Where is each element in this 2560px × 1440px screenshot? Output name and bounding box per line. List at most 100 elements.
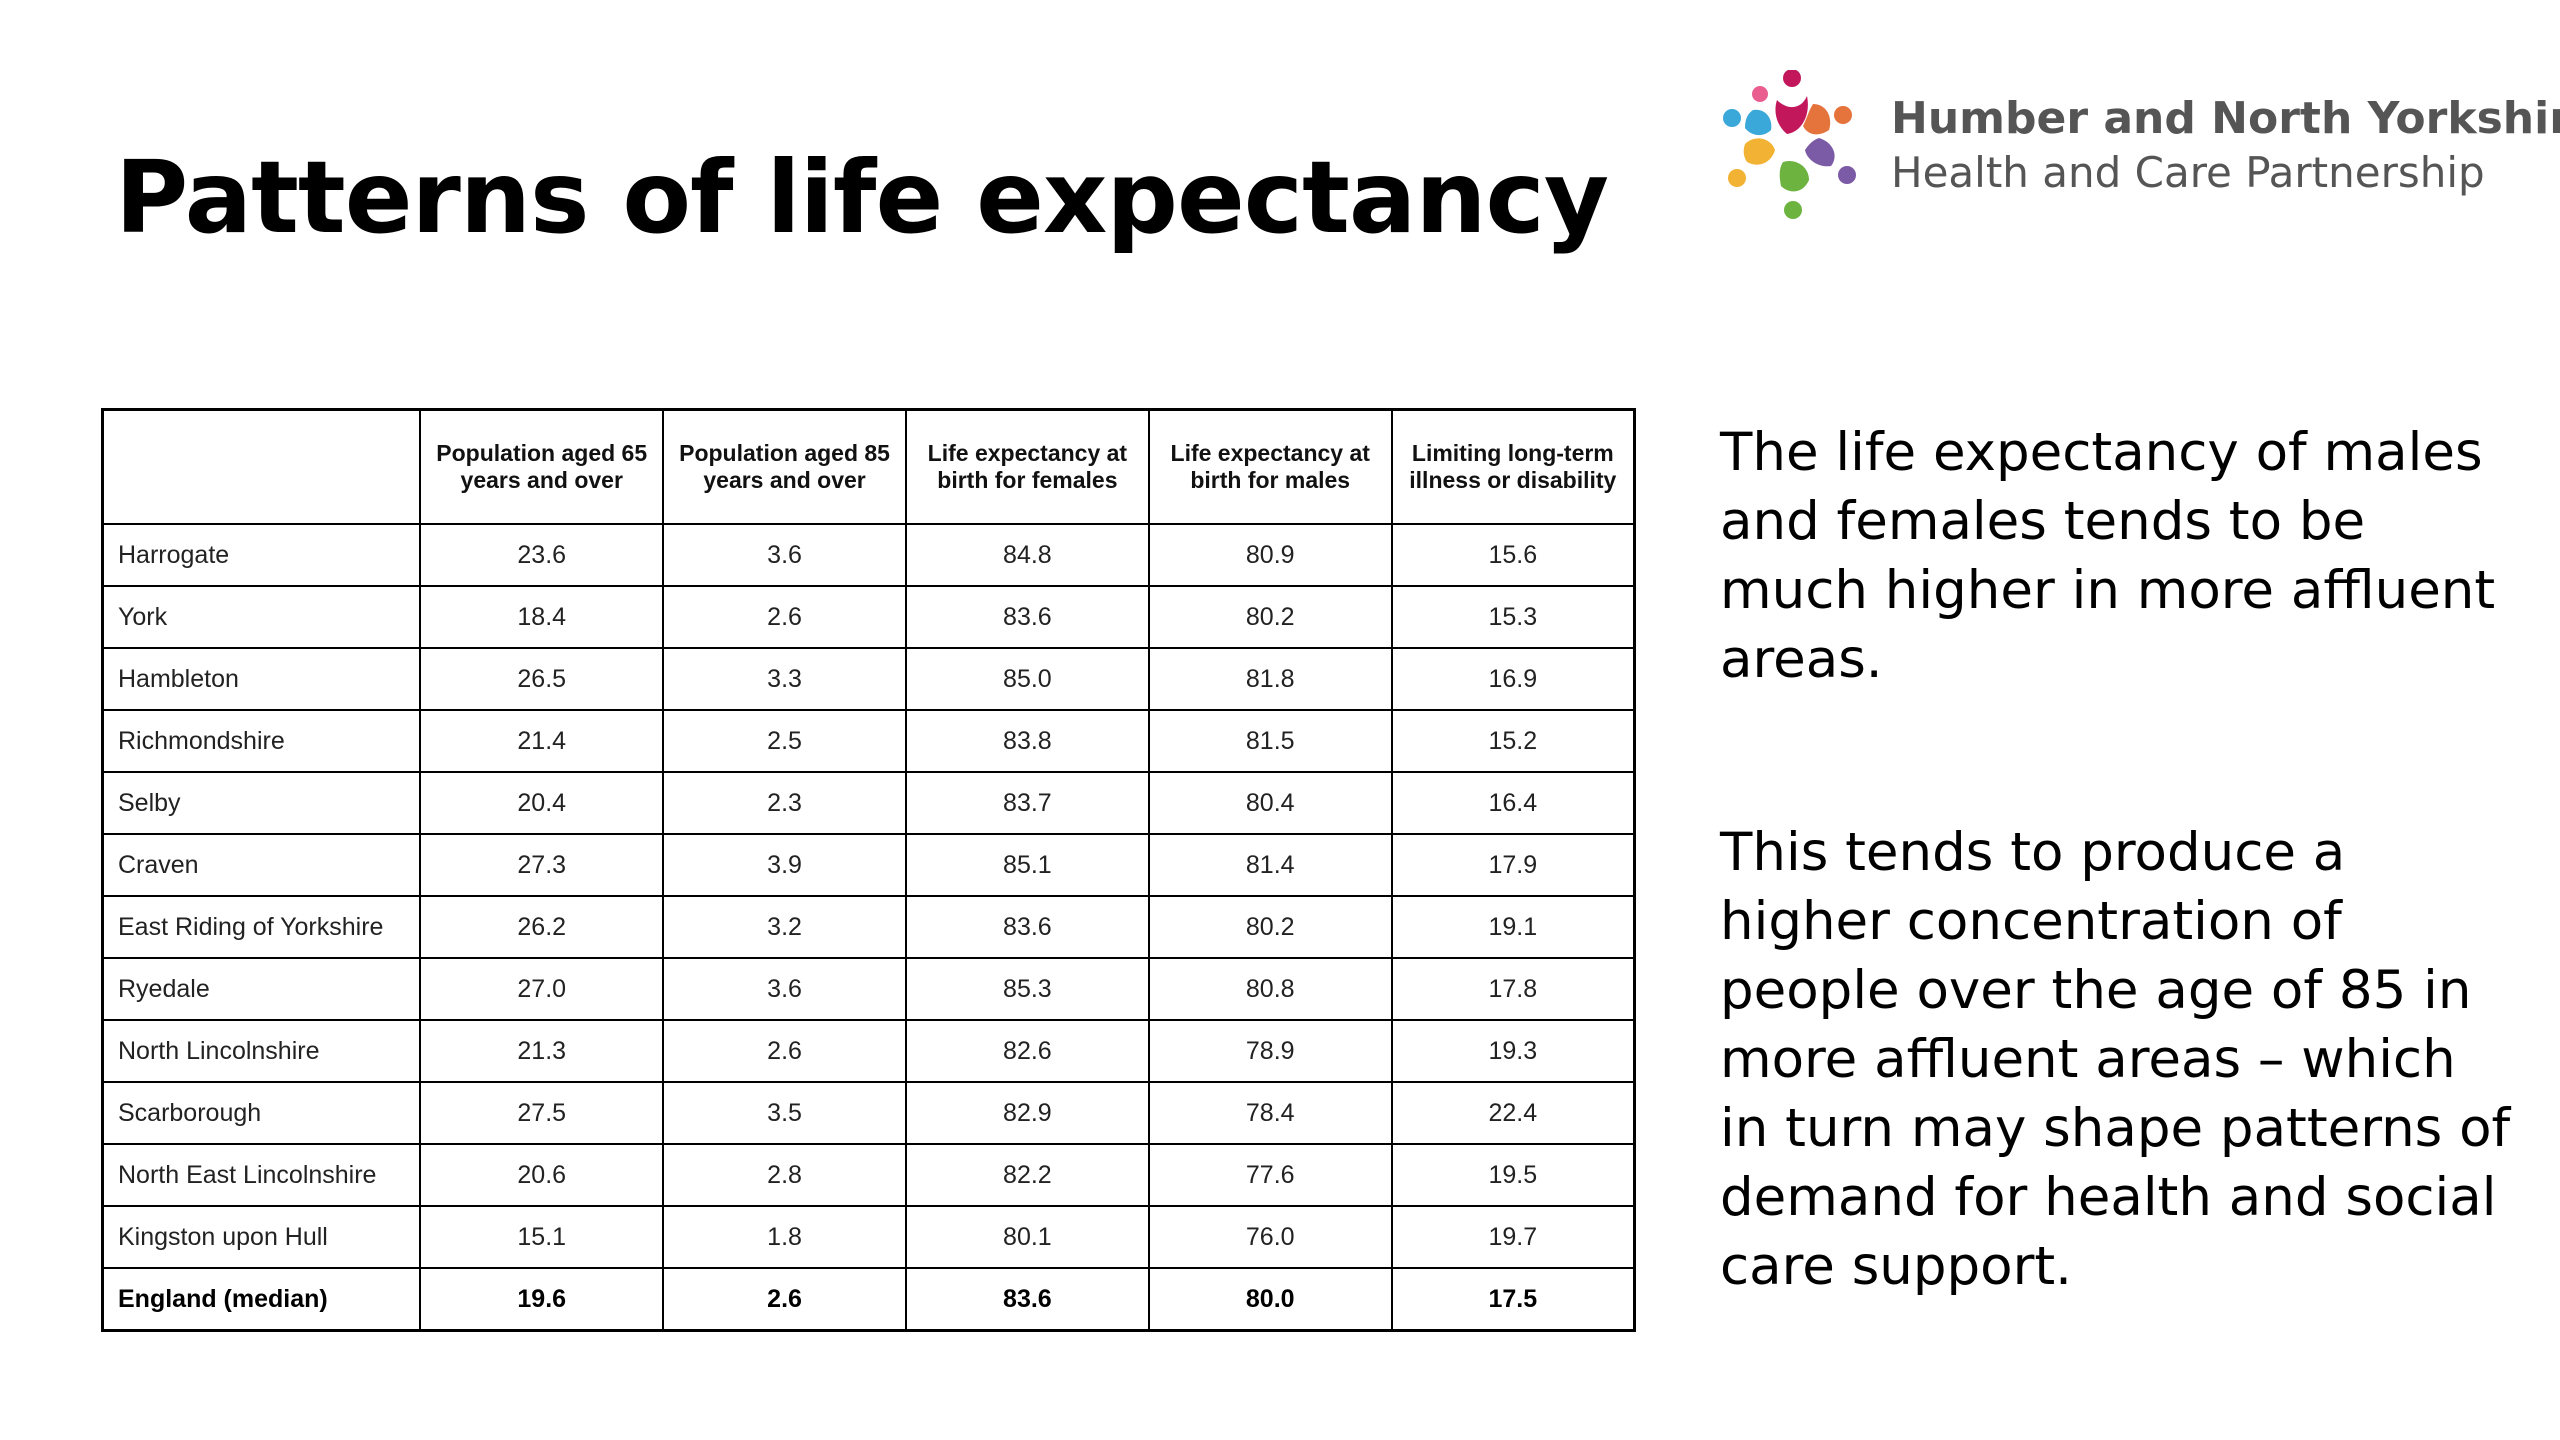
value-cell: 20.4	[419, 771, 665, 835]
value-cell: 3.3	[662, 647, 907, 711]
value-cell: 84.8	[904, 523, 1150, 587]
value-cell: 78.4	[1147, 1081, 1393, 1145]
logo-text-line1: Humber and North Yorkshire	[1891, 93, 2560, 144]
value-cell: 15.1	[419, 1205, 665, 1269]
area-name-cell: Selby	[101, 771, 422, 835]
area-name-cell: England (median)	[101, 1267, 422, 1332]
value-cell: 76.0	[1147, 1205, 1393, 1269]
value-cell: 2.3	[662, 771, 907, 835]
area-name-cell: Harrogate	[101, 523, 422, 587]
value-cell: 2.8	[662, 1143, 907, 1207]
value-cell: 3.6	[662, 523, 907, 587]
value-cell: 82.6	[904, 1019, 1150, 1083]
value-cell: 20.6	[419, 1143, 665, 1207]
value-cell: 22.4	[1390, 1081, 1636, 1145]
table-header-row: Population aged 65 years and over Popula…	[101, 408, 1636, 525]
area-name-cell: North Lincolnshire	[101, 1019, 422, 1083]
value-cell: 83.6	[904, 1267, 1150, 1332]
value-cell: 19.3	[1390, 1019, 1636, 1083]
value-cell: 26.2	[419, 895, 665, 959]
value-cell: 26.5	[419, 647, 665, 711]
value-cell: 85.1	[904, 833, 1150, 897]
area-name-cell: Craven	[101, 833, 422, 897]
area-name-cell: North East Lincolnshire	[101, 1143, 422, 1207]
value-cell: 23.6	[419, 523, 665, 587]
value-cell: 21.4	[419, 709, 665, 773]
table-row: Selby 20.4 2.3 83.7 80.4 16.4	[101, 771, 1636, 835]
value-cell: 81.5	[1147, 709, 1393, 773]
value-cell: 19.1	[1390, 895, 1636, 959]
value-cell: 17.5	[1390, 1267, 1636, 1332]
value-cell: 21.3	[419, 1019, 665, 1083]
table-total-row: England (median) 19.6 2.6 83.6 80.0 17.5	[101, 1267, 1636, 1332]
value-cell: 80.1	[904, 1205, 1150, 1269]
value-cell: 80.2	[1147, 585, 1393, 649]
area-name-cell: York	[101, 585, 422, 649]
value-cell: 16.9	[1390, 647, 1636, 711]
side-paragraph-2: This tends to produce a higher concentra…	[1720, 822, 2511, 1297]
table-row: Scarborough 27.5 3.5 82.9 78.4 22.4	[101, 1081, 1636, 1145]
value-cell: 85.3	[904, 957, 1150, 1021]
value-cell: 80.8	[1147, 957, 1393, 1021]
value-cell: 17.9	[1390, 833, 1636, 897]
logo-text-line2: Health and Care Partnership	[1891, 148, 2485, 197]
table-row: Craven 27.3 3.9 85.1 81.4 17.9	[101, 833, 1636, 897]
value-cell: 15.2	[1390, 709, 1636, 773]
value-cell: 80.9	[1147, 523, 1393, 587]
value-cell: 1.8	[662, 1205, 907, 1269]
value-cell: 3.6	[662, 957, 907, 1021]
header-area	[101, 408, 422, 525]
value-cell: 82.9	[904, 1081, 1150, 1145]
value-cell: 78.9	[1147, 1019, 1393, 1083]
partnership-logo: Humber and North Yorkshire Health and Ca…	[1715, 70, 2560, 230]
slide-title: Patterns of life expectancy	[115, 139, 1609, 256]
table-row: North East Lincolnshire 20.6 2.8 82.2 77.6 19…	[101, 1143, 1636, 1207]
value-cell: 85.0	[904, 647, 1150, 711]
table-body: Harrogate 23.6 3.6 84.8 80.9 15.6 York 18.4 2.6 8…	[101, 523, 1636, 1332]
table-row: York 18.4 2.6 83.6 80.2 15.3	[101, 585, 1636, 649]
table-row: Ryedale 27.0 3.6 85.3 80.8 17.8	[101, 957, 1636, 1021]
value-cell: 77.6	[1147, 1143, 1393, 1207]
area-name-cell: Richmondshire	[101, 709, 422, 773]
value-cell: 18.4	[419, 585, 665, 649]
value-cell: 83.6	[904, 585, 1150, 649]
table-row: Richmondshire 21.4 2.5 83.8 81.5 15.2	[101, 709, 1636, 773]
area-name-cell: Kingston upon Hull	[101, 1205, 422, 1269]
area-name-cell: Ryedale	[101, 957, 422, 1021]
value-cell: 83.8	[904, 709, 1150, 773]
value-cell: 27.5	[419, 1081, 665, 1145]
header-pop-85: Population aged 85 years and over	[662, 408, 907, 525]
value-cell: 19.7	[1390, 1205, 1636, 1269]
value-cell: 81.8	[1147, 647, 1393, 711]
header-le-males: Life expectancy at birth for males	[1147, 408, 1393, 525]
value-cell: 17.8	[1390, 957, 1636, 1021]
value-cell: 2.6	[662, 585, 907, 649]
value-cell: 80.4	[1147, 771, 1393, 835]
area-name-cell: Hambleton	[101, 647, 422, 711]
side-paragraph-1: The life expectancy of males and females…	[1720, 422, 2496, 690]
life-expectancy-table: Population aged 65 years and over Popula…	[101, 408, 1636, 1332]
value-cell: 15.3	[1390, 585, 1636, 649]
area-name-cell: East Riding of Yorkshire	[101, 895, 422, 959]
value-cell: 19.5	[1390, 1143, 1636, 1207]
table-row: Harrogate 23.6 3.6 84.8 80.9 15.6	[101, 523, 1636, 587]
table-row: East Riding of Yorkshire 26.2 3.2 83.6 80.2 1…	[101, 895, 1636, 959]
value-cell: 2.6	[662, 1267, 907, 1332]
header-le-females: Life expectancy at birth for females	[904, 408, 1150, 525]
header-limiting-illness: Limiting long-term illness or disability	[1390, 408, 1636, 525]
value-cell: 83.7	[904, 771, 1150, 835]
value-cell: 3.2	[662, 895, 907, 959]
value-cell: 27.3	[419, 833, 665, 897]
header-pop-65: Population aged 65 years and over	[419, 408, 665, 525]
value-cell: 19.6	[419, 1267, 665, 1332]
people-cluster-logo-icon	[1723, 70, 1856, 219]
value-cell: 83.6	[904, 895, 1150, 959]
value-cell: 82.2	[904, 1143, 1150, 1207]
value-cell: 2.6	[662, 1019, 907, 1083]
value-cell: 2.5	[662, 709, 907, 773]
table-row: Hambleton 26.5 3.3 85.0 81.8 16.9	[101, 647, 1636, 711]
table-row: Kingston upon Hull 15.1 1.8 80.1 76.0 19.7	[101, 1205, 1636, 1269]
area-name-cell: Scarborough	[101, 1081, 422, 1145]
value-cell: 80.2	[1147, 895, 1393, 959]
value-cell: 3.5	[662, 1081, 907, 1145]
